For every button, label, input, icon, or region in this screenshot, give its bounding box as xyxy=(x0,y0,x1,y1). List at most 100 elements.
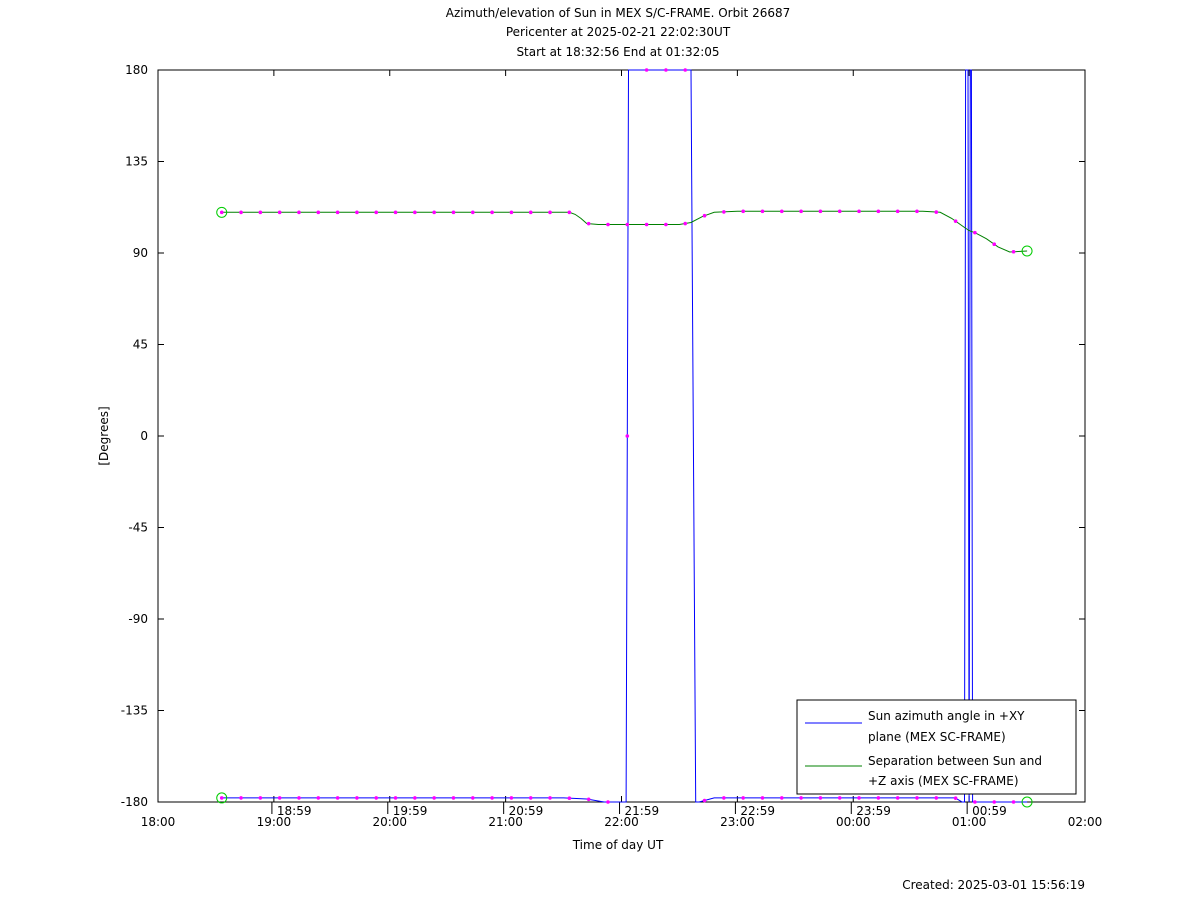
azimuth-marker xyxy=(953,796,958,800)
x-tick-label: 20:00 xyxy=(372,815,407,829)
bottom-marker-label: 18:59 xyxy=(277,804,312,818)
azimuth-marker xyxy=(277,796,282,800)
separation-marker xyxy=(239,210,243,215)
azimuth-marker xyxy=(1011,800,1016,804)
series-line-azimuth xyxy=(221,69,1028,803)
azimuth-marker xyxy=(664,68,668,72)
azimuth-marker xyxy=(509,796,514,800)
separation-marker xyxy=(915,209,919,214)
legend-box xyxy=(796,699,1077,795)
azimuth-marker xyxy=(393,796,398,800)
bottom-marker-label: 19:59 xyxy=(393,804,428,818)
azimuth-marker xyxy=(818,796,823,800)
separation-marker xyxy=(857,209,861,214)
created-timestamp: Created: 2025-03-01 15:56:19 xyxy=(902,878,1085,892)
separation-marker xyxy=(876,209,881,214)
azimuth-marker xyxy=(973,800,977,804)
separation-marker xyxy=(258,210,263,215)
x-tick-label: 21:00 xyxy=(488,815,523,829)
azimuth-marker xyxy=(355,796,359,800)
separation-marker xyxy=(683,221,688,226)
separation-marker xyxy=(722,210,726,214)
separation-marker xyxy=(799,209,803,214)
azimuth-marker xyxy=(722,796,726,800)
azimuth-marker xyxy=(528,796,533,800)
separation-marker xyxy=(895,209,900,214)
separation-marker xyxy=(837,209,842,214)
separation-marker xyxy=(606,222,610,227)
separation-marker xyxy=(413,210,417,215)
y-tick-label: -90 xyxy=(128,612,148,626)
azimuth-marker xyxy=(586,797,591,802)
azimuth-marker xyxy=(451,796,456,800)
legend: Sun azimuth angle in +XY plane (MEX SC-F… xyxy=(796,699,1077,795)
azimuth-marker xyxy=(548,796,552,800)
x-tick-label: 22:00 xyxy=(604,815,639,829)
separation-marker xyxy=(625,222,630,227)
azimuth-marker xyxy=(934,796,939,800)
azimuth-marker xyxy=(644,68,649,72)
azimuth-marker xyxy=(297,796,301,800)
bottom-time-markers: 18:59 19:59 20:59 21:59 22:59 23:59 00:59 xyxy=(271,802,1007,818)
separation-marker xyxy=(953,219,958,223)
azimuth-marker xyxy=(895,796,900,800)
y-tick-label: 90 xyxy=(133,246,148,260)
y-tick-label: 180 xyxy=(125,63,148,77)
bottom-marker-label: 20:59 xyxy=(509,804,544,818)
azimuth-marker xyxy=(741,796,745,800)
separation-marker xyxy=(393,210,398,215)
separation-marker xyxy=(702,213,707,218)
separation-marker xyxy=(934,210,939,214)
separation-endpoint-marker xyxy=(1021,245,1033,257)
separation-marker xyxy=(432,210,436,215)
azimuth-marker xyxy=(335,796,340,800)
y-tick-label: -180 xyxy=(121,795,148,809)
x-axis-label: Time of day UT xyxy=(572,838,664,852)
separation-marker xyxy=(779,209,784,214)
separation-marker xyxy=(219,210,224,215)
chart-title: Azimuth/elevation of Sun in MEX S/C-FRAM… xyxy=(446,6,791,20)
legend-label-azimuth-line1: Sun azimuth angle in +XY xyxy=(868,709,1025,723)
separation-endpoint-marker xyxy=(216,206,228,218)
azimuth-marker xyxy=(413,796,417,800)
azimuth-marker xyxy=(374,796,379,800)
legend-label-separation-line2: +Z axis (MEX SC-FRAME) xyxy=(868,774,1019,788)
azimuth-marker xyxy=(876,796,881,800)
bottom-marker-label: 22:59 xyxy=(740,804,775,818)
separation-marker xyxy=(760,209,765,214)
separation-marker xyxy=(586,221,591,226)
separation-marker xyxy=(548,210,552,215)
y-axis: 180 135 90 45 0 -45 -90 -135 -180 xyxy=(121,63,1085,809)
azimuth-marker xyxy=(702,798,707,803)
x-axis: 18:00 19:00 20:00 21:00 22:00 23:00 00:00 01:00… xyxy=(141,70,1102,829)
separation-marker xyxy=(490,210,494,215)
chart-subtitle-pericenter: Pericenter at 2025-02-21 22:02:30UT xyxy=(506,25,731,39)
separation-marker xyxy=(335,210,340,215)
y-tick-label: 0 xyxy=(140,429,148,443)
separation-marker xyxy=(355,210,359,215)
marker-layer xyxy=(216,68,1033,808)
azimuth-marker xyxy=(567,796,572,800)
separation-marker xyxy=(277,210,282,215)
azimuth-marker xyxy=(760,796,765,800)
x-tick-label: 23:00 xyxy=(720,815,755,829)
azimuth-endpoint-marker xyxy=(216,792,228,804)
bottom-marker-label: 21:59 xyxy=(625,804,660,818)
bottom-marker-label: 00:59 xyxy=(972,804,1007,818)
azimuth-marker xyxy=(915,796,919,800)
separation-marker xyxy=(973,230,977,235)
bottom-marker-label: 23:59 xyxy=(856,804,891,818)
separation-marker xyxy=(528,210,533,215)
separation-marker xyxy=(644,222,649,227)
separation-marker xyxy=(1011,249,1016,254)
azimuth-marker xyxy=(683,68,688,72)
legend-label-separation-line1: Separation between Sun and xyxy=(868,754,1042,768)
separation-marker xyxy=(316,210,321,215)
separation-marker xyxy=(374,210,379,215)
azimuth-marker xyxy=(857,796,861,800)
separation-marker xyxy=(818,209,823,214)
azimuth-marker xyxy=(625,434,630,438)
azimuth-endpoint-marker xyxy=(1021,796,1033,808)
separation-marker xyxy=(297,210,301,215)
